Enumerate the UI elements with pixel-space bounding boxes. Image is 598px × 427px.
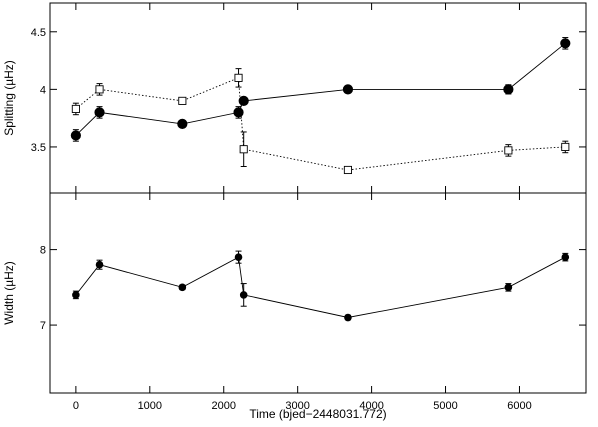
connecting-lines xyxy=(75,42,566,318)
top-data-point xyxy=(560,38,571,49)
top-data-point xyxy=(238,95,249,106)
bottom-plot-frame xyxy=(49,192,587,394)
x-tick-label: 1000 xyxy=(138,400,162,412)
top-series-0-line xyxy=(75,42,566,136)
top-data-point-open xyxy=(95,85,104,94)
axis-ticks xyxy=(50,3,586,393)
top-data-point-open xyxy=(178,96,187,105)
bottom-data-point xyxy=(95,260,104,269)
bottom-y-tick-label: 8 xyxy=(40,245,46,257)
tick-labels: 3.5 4 4.5 7 8 0 1000 2000 3000 4000 5000 6000 xyxy=(31,27,532,412)
top-data-point-open xyxy=(239,145,248,154)
top-data-point-open xyxy=(504,146,513,155)
bottom-data-point xyxy=(504,283,513,292)
x-tick-label: 2000 xyxy=(211,400,235,412)
top-data-point xyxy=(94,107,105,118)
x-tick-label: 5000 xyxy=(433,400,457,412)
top-data-point xyxy=(503,84,514,95)
x-tick-label: 3000 xyxy=(285,400,309,412)
bottom-data-point xyxy=(178,283,187,292)
top-data-point xyxy=(342,84,354,95)
bottom-data-point xyxy=(561,253,570,261)
bottom-y-axis-label: Width (µHz) xyxy=(2,261,16,325)
bottom-data-point xyxy=(72,291,80,299)
top-data-point-open xyxy=(343,165,352,175)
bottom-data-point xyxy=(344,313,352,322)
bottom-series-0-line xyxy=(75,256,566,318)
top-y-axis-label: Splitting (µHz) xyxy=(2,60,16,136)
top-data-point xyxy=(177,118,188,130)
bottom-data-point xyxy=(234,253,243,261)
top-plot-frame xyxy=(49,2,587,194)
top-data-point xyxy=(70,130,81,141)
x-tick-label: 0 xyxy=(73,400,79,412)
top-series-1-line xyxy=(75,77,566,171)
data-markers xyxy=(70,38,571,322)
x-tick-label: 6000 xyxy=(507,400,531,412)
x-tick-label: 4000 xyxy=(359,400,383,412)
top-y-tick-label: 3.5 xyxy=(31,142,46,154)
top-data-point-open xyxy=(234,73,243,82)
top-data-point-open xyxy=(561,142,570,151)
top-data-point xyxy=(233,107,244,118)
top-y-tick-label: 4.5 xyxy=(31,27,46,39)
top-y-tick-label: 4 xyxy=(40,84,46,96)
bottom-y-tick-label: 7 xyxy=(40,320,46,332)
bottom-data-point xyxy=(239,291,248,299)
top-data-point-open xyxy=(71,104,80,113)
x-axis-label: Time (bjed−2448031.772) xyxy=(249,407,386,421)
